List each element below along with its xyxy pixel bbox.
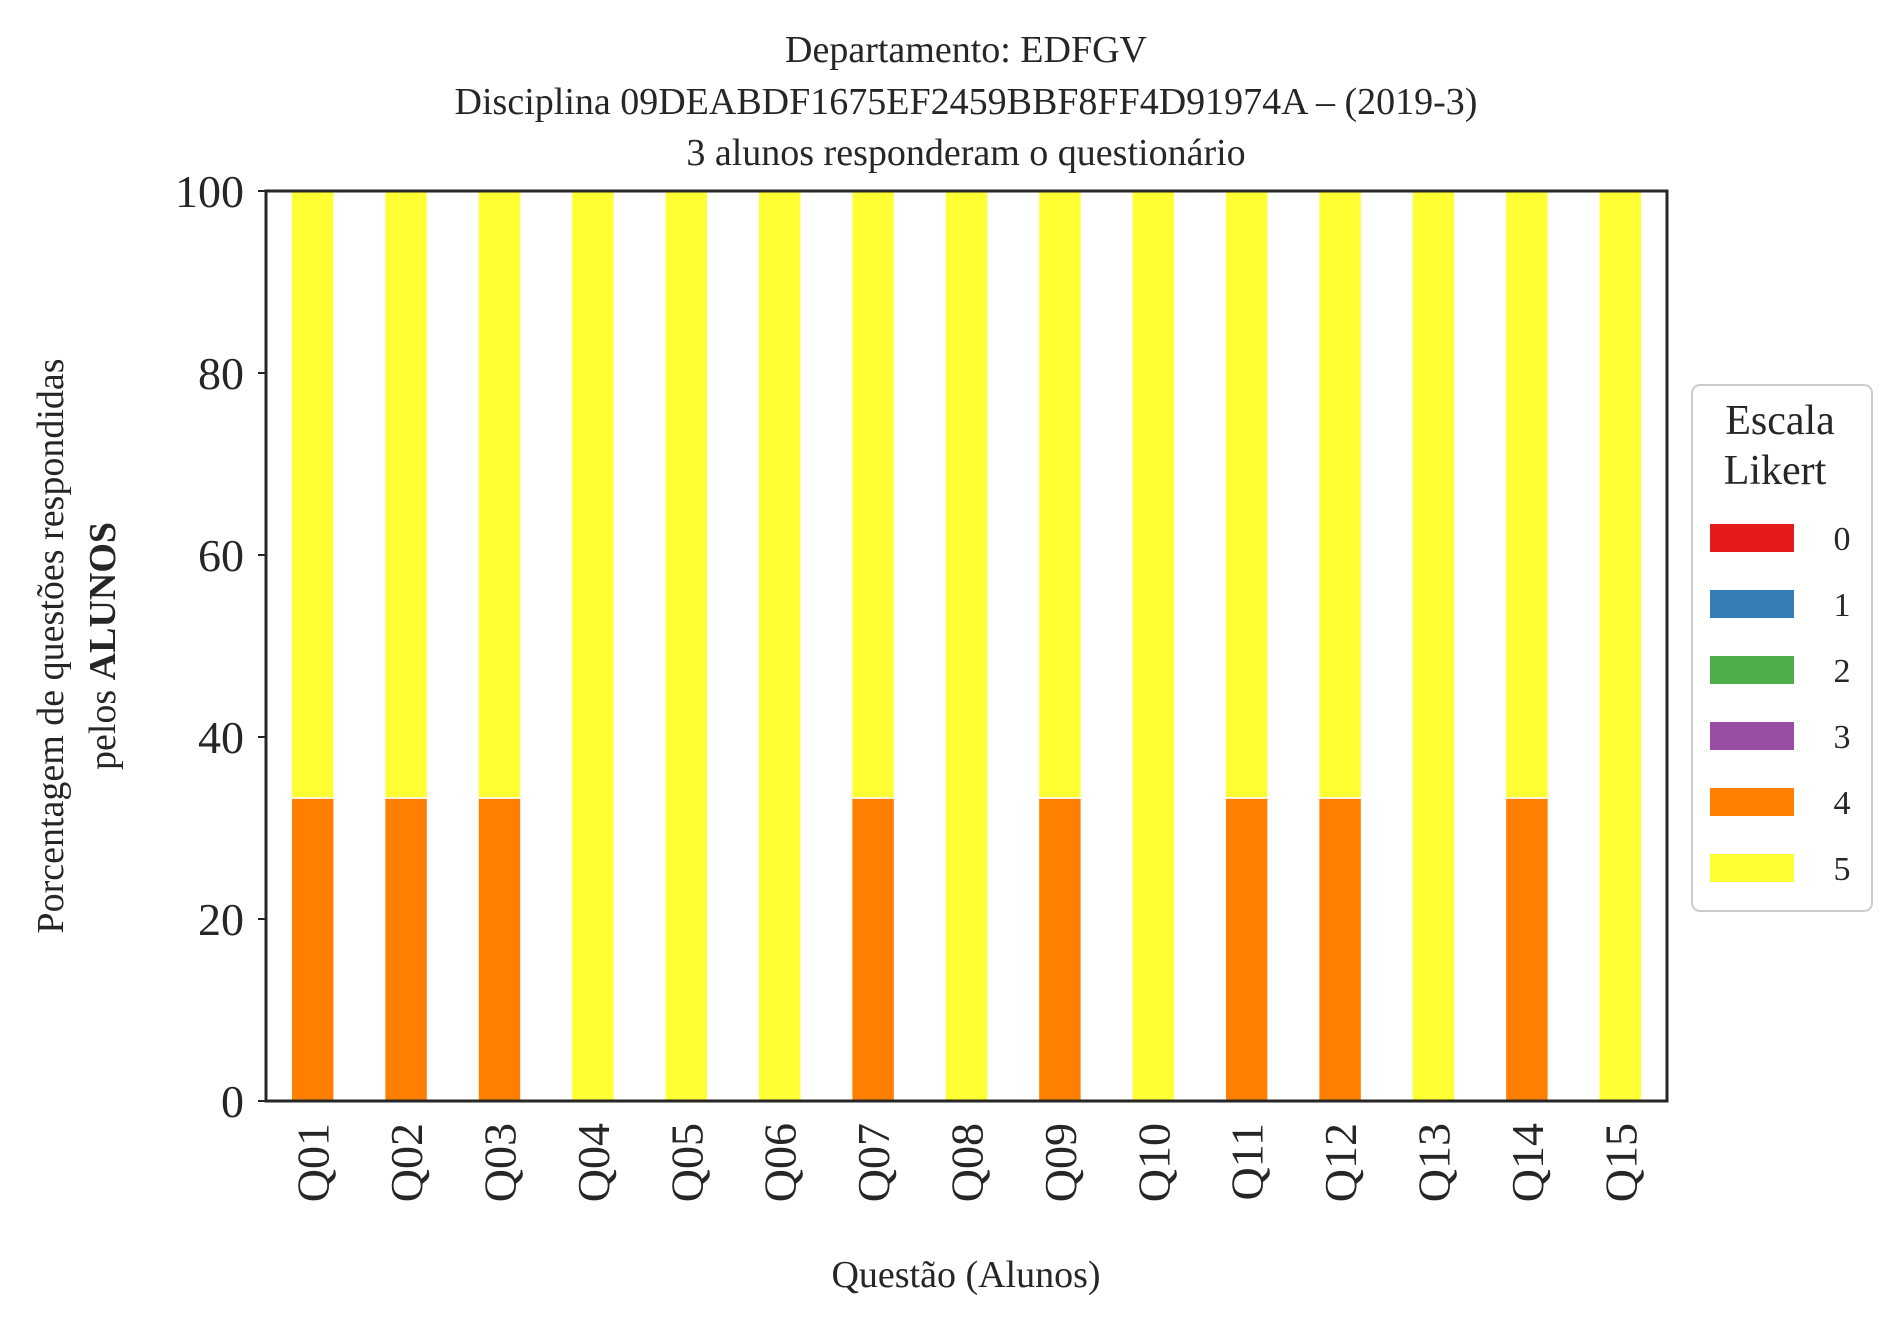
y-ticks: 0 20 40 60 80 100 — [175, 166, 266, 1127]
bar-Q09-likert-4 — [1037, 797, 1083, 1102]
legend-swatch-2 — [1710, 656, 1794, 684]
bar-Q13-likert-5 — [1411, 190, 1456, 1102]
legend-label-5: 5 — [1834, 851, 1851, 888]
y-axis-label-line-2: pelos ALUNOS — [82, 522, 124, 770]
bar-Q06-likert-5 — [757, 190, 802, 1102]
y-axis-label-prefix: pelos — [82, 680, 124, 770]
y-tick-label: 100 — [175, 166, 244, 217]
x-tick-label: Q14 — [1502, 1123, 1553, 1202]
plot-frame — [264, 189, 1669, 1103]
legend-swatch-0 — [1710, 524, 1794, 552]
bars — [290, 190, 1643, 1102]
bar-Q08-likert-5 — [944, 190, 989, 1102]
y-tick-label: 80 — [198, 348, 244, 399]
y-tick-label: 60 — [198, 530, 244, 581]
x-tick-label: Q09 — [1035, 1123, 1086, 1202]
x-axis-label: Questão (Alunos) — [831, 1254, 1100, 1296]
bar-Q02-likert-4 — [383, 797, 429, 1102]
x-tick-label: Q15 — [1595, 1123, 1646, 1202]
bar-Q05-likert-5 — [664, 190, 709, 1102]
bar-Q12-likert-5 — [1317, 190, 1363, 799]
x-tick-label: Q10 — [1128, 1123, 1179, 1202]
legend-items: 0 1 2 3 4 5 — [1710, 521, 1851, 888]
x-tick-label: Q12 — [1315, 1123, 1366, 1202]
bar-Q02-likert-5 — [383, 190, 429, 799]
legend: Escala Likert 0 1 2 3 4 5 — [1691, 384, 1873, 912]
legend-label-0: 0 — [1834, 521, 1851, 558]
x-tick-label: Q01 — [288, 1123, 339, 1202]
legend-swatch-5 — [1710, 854, 1794, 882]
bar-Q07-likert-4 — [850, 797, 896, 1102]
legend-label-3: 3 — [1834, 719, 1851, 756]
bar-Q03-likert-5 — [477, 190, 522, 799]
x-tick-label: Q03 — [475, 1123, 526, 1202]
y-axis-label-line-1: Porcentagem de questões respondidas — [30, 358, 72, 933]
bar-Q12-likert-4 — [1317, 797, 1363, 1102]
x-tick-label: Q08 — [942, 1123, 993, 1202]
bar-Q11-likert-4 — [1224, 797, 1269, 1102]
legend-title-line-2: Likert — [1724, 448, 1827, 494]
x-ticks: Q01 Q02 Q03 Q04 Q05 Q06 Q07 Q08 Q09 Q10 Q11 Q12 Q13 Q… — [288, 1123, 1647, 1202]
bar-Q11-likert-5 — [1224, 190, 1269, 799]
legend-box — [1691, 384, 1873, 912]
title-line-3: 3 alunos responderam o questionário — [686, 132, 1245, 174]
legend-title-line-1: Escala — [1725, 398, 1835, 444]
x-tick-label: Q07 — [848, 1123, 899, 1202]
bar-Q04-likert-5 — [570, 190, 616, 1102]
x-tick-label: Q02 — [381, 1123, 432, 1202]
x-tick-label: Q04 — [568, 1123, 619, 1202]
bar-Q10-likert-5 — [1131, 190, 1176, 1102]
legend-label-4: 4 — [1834, 785, 1851, 822]
y-axis-label-bold: ALUNOS — [82, 522, 124, 680]
title-line-2: Disciplina 09DEABDF1675EF2459BBF8FF4D919… — [455, 81, 1478, 123]
x-tick-label: Q06 — [755, 1123, 806, 1202]
bar-Q01-likert-4 — [290, 797, 335, 1102]
bar-Q09-likert-5 — [1037, 190, 1083, 799]
legend-label-2: 2 — [1834, 653, 1851, 690]
chart-title: Departamento: EDFGV Disciplina 09DEABDF1… — [455, 29, 1478, 174]
legend-swatch-3 — [1710, 722, 1794, 750]
x-tick-label: Q13 — [1409, 1123, 1460, 1202]
x-tick-label: Q05 — [661, 1123, 712, 1202]
legend-label-1: 1 — [1834, 587, 1851, 624]
bar-Q03-likert-4 — [477, 797, 522, 1102]
y-axis-label: Porcentagem de questões respondidas pelo… — [30, 358, 124, 933]
bar-Q14-likert-5 — [1504, 190, 1550, 799]
bar-Q07-likert-5 — [850, 190, 896, 799]
legend-swatch-4 — [1710, 788, 1794, 816]
y-tick-label: 40 — [198, 712, 244, 763]
legend-swatch-1 — [1710, 590, 1794, 618]
y-tick-label: 20 — [198, 894, 244, 945]
bar-Q15-likert-5 — [1598, 190, 1643, 1102]
bar-Q14-likert-4 — [1504, 797, 1550, 1102]
bar-Q01-likert-5 — [290, 190, 335, 799]
y-tick-label: 0 — [221, 1076, 244, 1127]
x-tick-label: Q11 — [1222, 1123, 1273, 1201]
title-line-1: Departamento: EDFGV — [785, 29, 1148, 71]
